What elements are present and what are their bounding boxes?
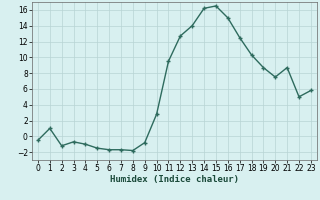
X-axis label: Humidex (Indice chaleur): Humidex (Indice chaleur) [110,175,239,184]
